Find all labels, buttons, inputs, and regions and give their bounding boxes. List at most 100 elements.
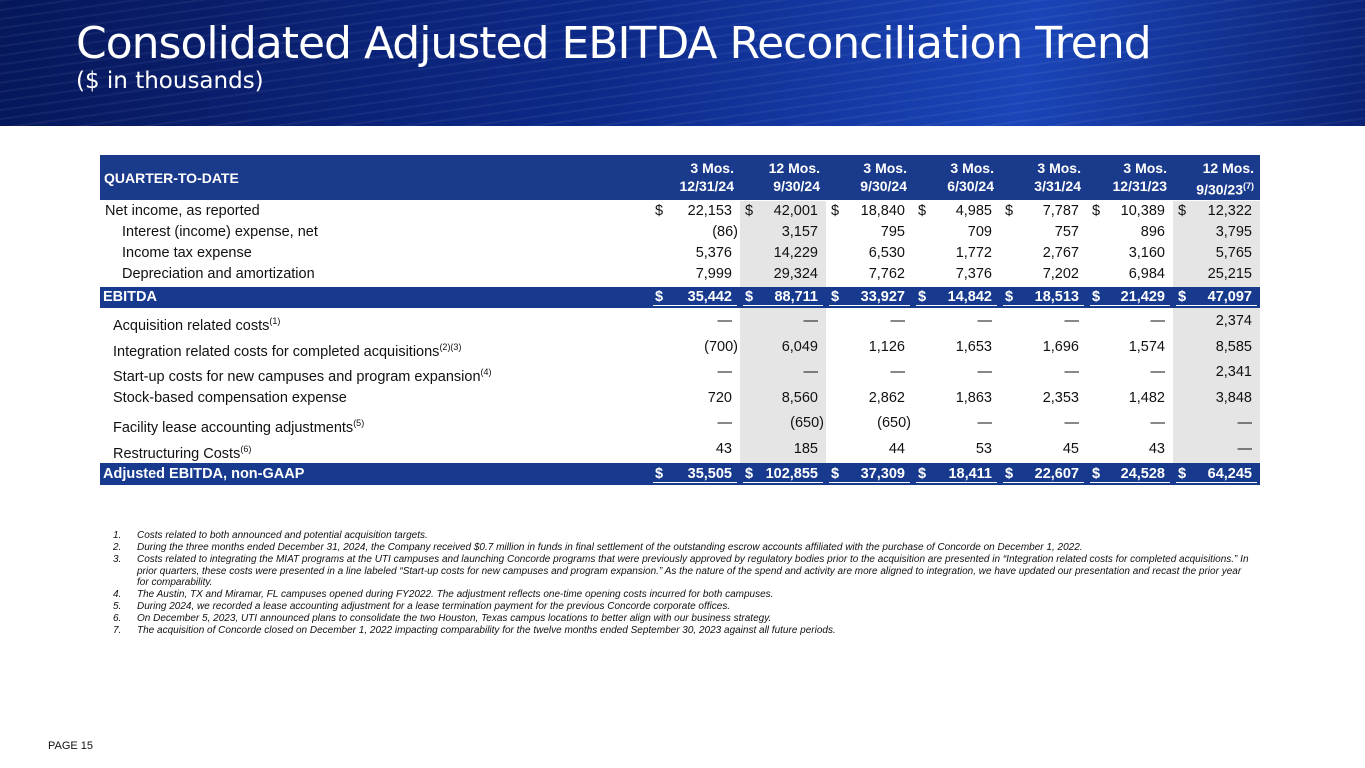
row-label: Stock-based compensation expense: [100, 386, 347, 412]
cell-inner: 720: [653, 386, 737, 409]
cell-inner: (650): [829, 411, 911, 434]
cell-inner: 14,229: [743, 243, 823, 261]
row-label-text: Restructuring Costs: [113, 445, 241, 462]
currency: $: [831, 289, 840, 305]
row-label: Acquisition related costs(1): [100, 309, 280, 335]
cell: $12,322: [1176, 201, 1257, 222]
cell-inner: 45: [1003, 437, 1084, 460]
row-note: (6): [240, 444, 252, 454]
cell: 1,772: [916, 243, 997, 264]
cell: $21,429: [1090, 287, 1170, 308]
column-shade: [1173, 201, 1260, 463]
cell-value: 44: [888, 441, 905, 457]
cell: 1,574: [1090, 335, 1170, 361]
cell-value: —: [1064, 364, 1080, 381]
cell-inner: $35,505: [653, 463, 737, 483]
column-date-text: 9/30/24: [860, 178, 907, 194]
cell: 7,762: [829, 264, 910, 285]
cell-value: 3,795: [1215, 224, 1252, 240]
column-header: 3 Mos. 12/31/24: [650, 159, 740, 195]
cell-inner: $7,787: [1003, 201, 1084, 219]
cell: 44: [829, 437, 910, 463]
cell: —: [1090, 309, 1170, 335]
cell-inner: 185: [743, 437, 823, 460]
footnote-number: 2.: [113, 542, 122, 553]
column-date: 3/31/24: [1000, 177, 1081, 195]
row-note: (2)(3): [439, 341, 462, 352]
cell-inner: 1,696: [1003, 335, 1084, 358]
row-label-text: EBITDA: [103, 289, 157, 305]
cell: —: [1176, 411, 1257, 437]
cell-inner: $64,245: [1176, 463, 1257, 483]
column-date: 12/31/23: [1087, 177, 1168, 195]
row-label-text: Interest (income) expense, net: [122, 224, 318, 240]
cell-value: 24,528: [1120, 466, 1165, 482]
currency: $: [745, 289, 754, 305]
cell-inner: (86): [653, 222, 738, 240]
cell-value: 2,767: [1042, 245, 1079, 261]
cell-inner: —: [653, 411, 737, 434]
cell-inner: 1,126: [829, 335, 910, 358]
cell-value: 33,927: [860, 289, 905, 305]
column-header: 12 Mos. 9/30/24: [740, 159, 826, 195]
cell-value: 29,324: [773, 266, 818, 282]
cell-value: 896: [1140, 224, 1165, 240]
cell: $37,309: [829, 463, 910, 485]
cell-value: 14,229: [773, 245, 818, 261]
column-header: 3 Mos. 6/30/24: [913, 159, 1000, 195]
currency: $: [1092, 466, 1101, 482]
cell: 2,374: [1176, 309, 1257, 335]
column-date-text: 9/30/24: [773, 178, 820, 194]
cell-inner: —: [743, 309, 823, 332]
cell-value: 21,429: [1120, 289, 1165, 305]
cell-inner: $22,607: [1003, 463, 1084, 483]
cell: $4,985: [916, 201, 997, 222]
column-header: 3 Mos. 9/30/24: [826, 159, 913, 195]
cell-inner: —: [1003, 360, 1084, 383]
cell-inner: —: [653, 360, 737, 383]
currency: $: [1178, 203, 1187, 219]
cell-value: 6,049: [781, 338, 818, 355]
banner: [0, 0, 1365, 126]
cell-value: 7,202: [1042, 266, 1079, 282]
row-note: (1): [269, 316, 281, 326]
cell-value: —: [803, 313, 819, 329]
cell-inner: 3,848: [1176, 386, 1257, 409]
cell: 2,353: [1003, 386, 1084, 412]
cell-inner: 1,863: [916, 386, 997, 409]
cell-value: 720: [707, 389, 732, 406]
cell-inner: 29,324: [743, 264, 823, 282]
footnote-number: 5.: [113, 601, 122, 612]
currency: $: [655, 466, 664, 482]
cell-inner: —: [1090, 309, 1170, 332]
cell: $7,787: [1003, 201, 1084, 222]
cell: 5,765: [1176, 243, 1257, 264]
cell-inner: (650): [743, 411, 824, 434]
cell-inner: $18,840: [829, 201, 910, 219]
cell: 45: [1003, 437, 1084, 463]
cell-inner: $10,389: [1090, 201, 1170, 219]
row-label-text: Acquisition related costs: [113, 317, 270, 334]
cell-value: 1,126: [868, 338, 905, 355]
row-label-text: Integration related costs for completed …: [113, 343, 440, 360]
cell-inner: 7,999: [653, 264, 737, 282]
column-date: 9/30/24: [740, 177, 820, 195]
cell: 3,160: [1090, 243, 1170, 264]
footnote-number: 1.: [113, 530, 122, 541]
column-date: 9/30/24: [826, 177, 907, 195]
cell-inner: 3,795: [1176, 222, 1257, 240]
cell-value: —: [1150, 415, 1166, 432]
cell-inner: —: [829, 360, 910, 383]
currency: $: [1092, 289, 1101, 305]
row-label-text: Stock-based compensation expense: [113, 389, 347, 406]
footnote-number: 6.: [113, 613, 122, 624]
cell-value: —: [890, 364, 906, 381]
footnote-text: During 2024, we recorded a lease account…: [137, 601, 731, 612]
cell: 757: [1003, 222, 1084, 243]
column-period: 12 Mos.: [1202, 160, 1254, 176]
cell: 8,560: [743, 386, 823, 412]
cell: (650): [743, 411, 824, 437]
footnote-number: 7.: [113, 625, 122, 636]
cell-value: —: [1237, 415, 1253, 432]
